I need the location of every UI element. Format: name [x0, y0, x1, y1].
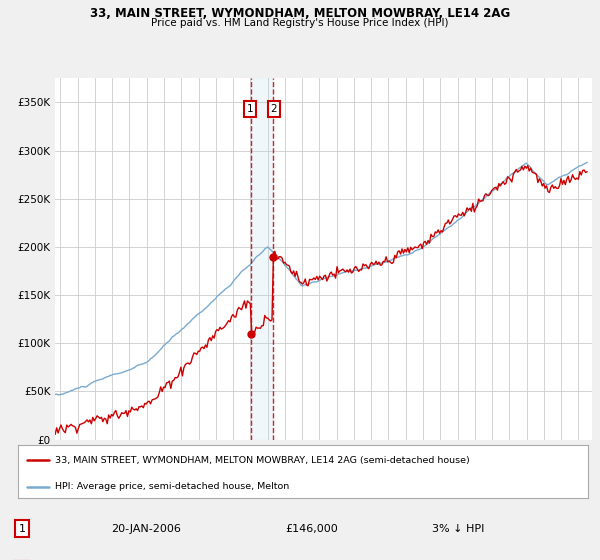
Text: 33, MAIN STREET, WYMONDHAM, MELTON MOWBRAY, LE14 2AG: 33, MAIN STREET, WYMONDHAM, MELTON MOWBR… [90, 7, 510, 20]
Text: 20-JAN-2006: 20-JAN-2006 [111, 524, 181, 534]
Text: 3% ↓ HPI: 3% ↓ HPI [432, 524, 484, 534]
Text: 33, MAIN STREET, WYMONDHAM, MELTON MOWBRAY, LE14 2AG (semi-detached house): 33, MAIN STREET, WYMONDHAM, MELTON MOWBR… [55, 456, 470, 465]
Text: 2: 2 [271, 104, 277, 114]
Text: 1: 1 [19, 524, 26, 534]
Text: 1: 1 [247, 104, 254, 114]
Bar [251, 78, 273, 440]
Text: HPI: Average price, semi-detached house, Melton: HPI: Average price, semi-detached house,… [55, 482, 289, 491]
Text: Price paid vs. HM Land Registry's House Price Index (HPI): Price paid vs. HM Land Registry's House … [151, 18, 449, 28]
Text: £146,000: £146,000 [286, 524, 338, 534]
